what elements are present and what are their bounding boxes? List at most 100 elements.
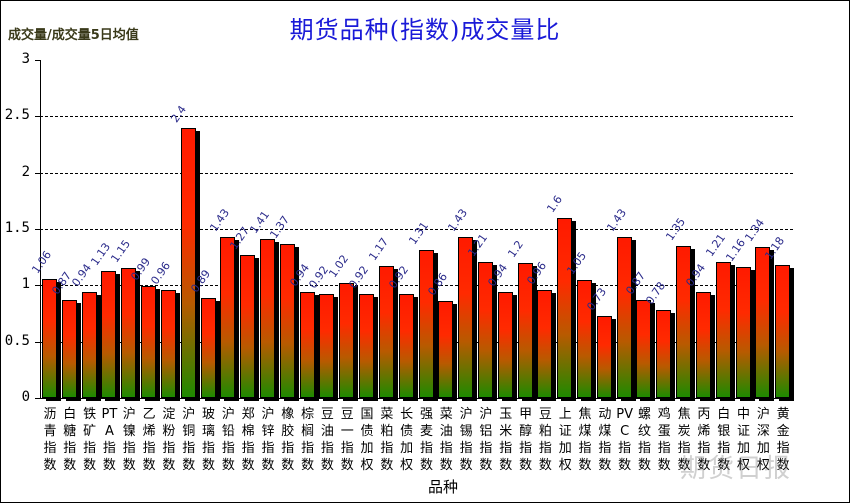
x-tick-label: 国债加权 — [360, 407, 374, 473]
value-label: 1.31 — [405, 219, 431, 248]
bar — [477, 261, 493, 398]
x-tick-label: 螺纹指数 — [637, 407, 651, 473]
x-tick-label: 长债加权 — [400, 407, 414, 473]
x-tick-label: 焦煤指数 — [578, 407, 592, 473]
x-tick-label: 沪铝指数 — [479, 407, 493, 473]
y-tick-label: 1 — [21, 276, 30, 293]
y-tick — [35, 60, 40, 61]
x-tick-label: 甲醇指数 — [519, 407, 533, 473]
x-tick-label: 白糖指数 — [63, 407, 77, 473]
bar — [299, 292, 315, 398]
value-label: 1.18 — [762, 234, 788, 263]
x-tick-label: 沪铅指数 — [221, 407, 235, 473]
bar — [715, 261, 731, 398]
y-tick-label: 1.5 — [4, 220, 30, 236]
x-tick-label: 沪深加权 — [756, 407, 770, 473]
x-tick-label: 沪锌指数 — [261, 407, 275, 473]
bar — [42, 278, 57, 398]
x-tick-label: 鸡蛋指数 — [657, 407, 671, 473]
x-tick-label: 动煤指数 — [598, 407, 612, 473]
bar — [359, 294, 375, 398]
bar — [577, 279, 593, 398]
bar — [101, 270, 117, 398]
gridline — [40, 341, 793, 343]
x-axis — [40, 398, 793, 399]
bar — [458, 236, 474, 398]
bar — [160, 289, 176, 398]
x-tick-label: 焦炭指数 — [677, 407, 691, 473]
x-tick-label: 玻璃指数 — [202, 407, 216, 473]
x-tick-label: 棕榈指数 — [301, 407, 315, 473]
bar — [121, 268, 137, 398]
x-tick-label: 黄金指数 — [776, 407, 790, 473]
value-label: 1.2 — [504, 238, 526, 260]
bar — [695, 292, 711, 398]
y-tick-label: 3 — [21, 51, 30, 67]
bar — [636, 299, 652, 398]
value-label: 0.78 — [643, 279, 669, 308]
bar — [279, 243, 295, 398]
value-label: 2.4 — [168, 102, 189, 125]
x-tick-label: 菜油指数 — [439, 407, 453, 473]
x-tick-label: PTA指数 — [101, 407, 118, 473]
y-tick — [35, 341, 40, 343]
y-tick — [35, 172, 40, 174]
x-tick-label: 豆油指数 — [320, 407, 334, 473]
value-label: 1.15 — [108, 237, 134, 266]
bar — [339, 283, 355, 398]
bar — [81, 292, 97, 398]
y-tick — [35, 285, 40, 287]
bar — [378, 266, 394, 398]
x-axis-title: 品种 — [428, 478, 459, 496]
x-tick-label: PVC指数 — [616, 407, 634, 473]
value-label: 1.21 — [465, 231, 490, 259]
x-tick-label: 乙烯指数 — [142, 407, 156, 473]
value-label: 1.6 — [544, 192, 566, 215]
y-tick-label: 0 — [21, 389, 30, 405]
x-tick-label: 玉米指数 — [499, 407, 513, 473]
bar — [557, 217, 573, 398]
x-tick-label: 沥青指数 — [43, 407, 57, 473]
y-axis-title: 成交量/成交量5日均值 — [8, 28, 139, 43]
value-label: 1.02 — [326, 252, 352, 281]
bar — [418, 250, 434, 398]
bar — [180, 127, 196, 398]
x-tick-label: 菜粕指数 — [380, 407, 394, 473]
y-tick-label: 0.5 — [4, 332, 30, 349]
bar — [398, 294, 414, 398]
bar — [656, 310, 672, 398]
bar — [61, 299, 77, 398]
bar — [200, 297, 216, 398]
bar — [259, 239, 275, 398]
value-label: 1.34 — [742, 216, 768, 245]
bar — [141, 286, 157, 398]
value-label: 1.17 — [366, 235, 391, 264]
x-tick-label: 强麦指数 — [419, 407, 433, 473]
gridline — [40, 116, 793, 118]
bar — [735, 267, 751, 398]
x-tick-label: 沪锡指数 — [459, 407, 473, 473]
bar — [775, 265, 791, 398]
bar — [596, 315, 612, 398]
x-tick-label: 沪镍指数 — [122, 407, 136, 473]
gridline — [40, 172, 793, 174]
y-tick — [35, 398, 40, 399]
x-tick-label: 铁矿指数 — [83, 407, 97, 473]
plot-area: 0 0.5 1 1.5 2 2.5 3 1.06 0.87 0.94 1.13 1.15 0.99 0.9… — [5, 51, 793, 405]
x-tick-label: 白银指数 — [717, 407, 731, 473]
x-tick-label: 郑棉指数 — [241, 407, 255, 473]
y-tick — [35, 116, 40, 118]
bar — [220, 236, 236, 398]
x-tick-label: 丙烯指数 — [697, 407, 711, 473]
bar — [616, 236, 632, 398]
bar — [240, 254, 256, 398]
bar — [755, 247, 771, 398]
x-tick-label: 沪铜指数 — [182, 407, 196, 473]
y-tick — [35, 229, 40, 230]
x-tick-label: 豆一指数 — [340, 407, 354, 473]
x-tick-label: 中证加权 — [737, 407, 751, 473]
bar — [497, 292, 513, 398]
x-tick-label: 淀粉指数 — [162, 407, 176, 473]
y-tick-label: 2 — [21, 163, 30, 180]
watermark: 期货日报 — [680, 454, 793, 484]
